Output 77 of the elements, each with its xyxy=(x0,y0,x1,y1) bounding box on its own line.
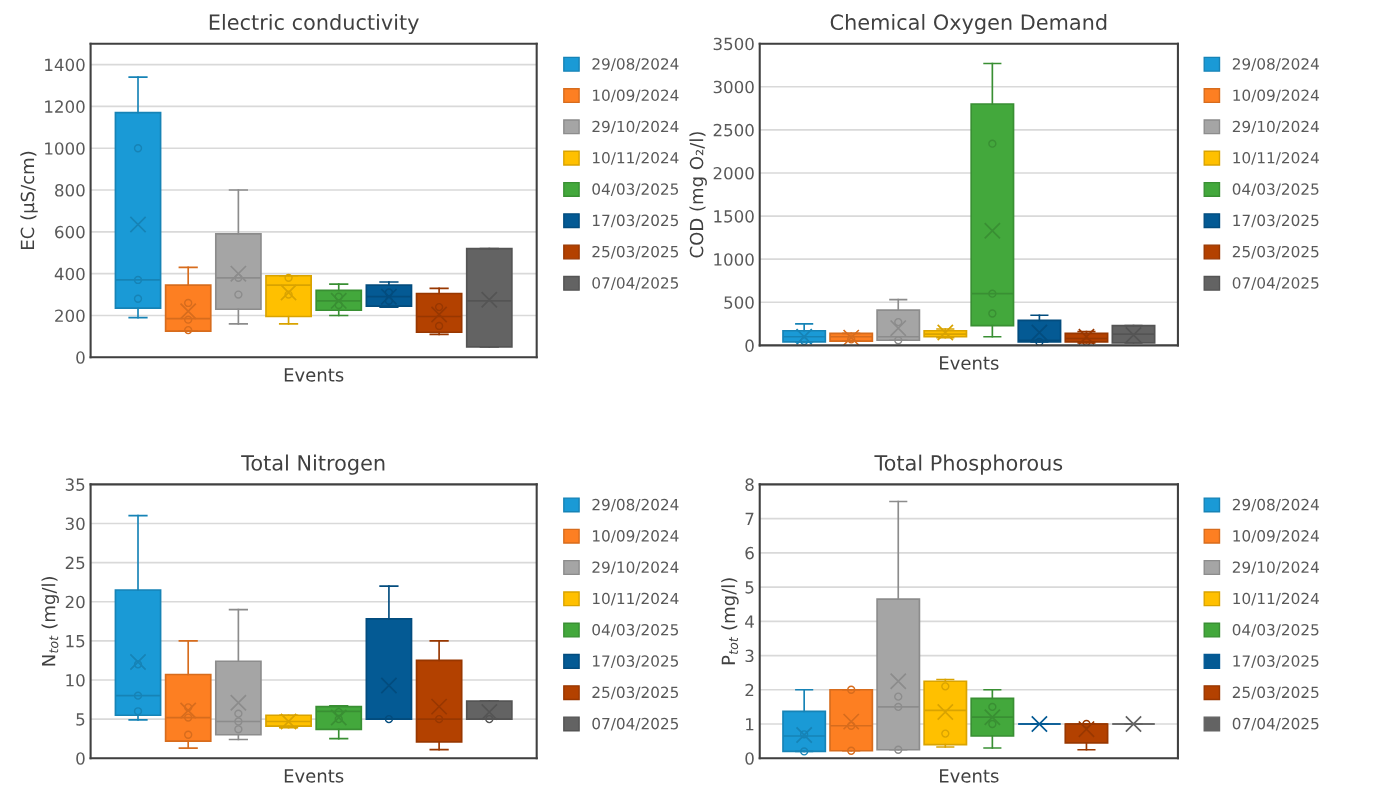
y-tick-label: 35 xyxy=(65,478,85,491)
legend-label: 10/09/2024 xyxy=(1233,530,1319,543)
y-tick-label: 600 xyxy=(55,225,85,239)
y-tick-label: 1 xyxy=(746,718,754,731)
legend-label: 17/03/2025 xyxy=(593,214,679,228)
chart-title: Chemical Oxygen Demand xyxy=(830,13,1107,35)
y-tick-label: 400 xyxy=(54,267,85,281)
y-tick-label: 500 xyxy=(724,296,754,309)
y-tick-label: 30 xyxy=(65,517,85,531)
legend-label: 29/10/2024 xyxy=(1232,120,1319,134)
legend-label: 10/09/2024 xyxy=(593,530,679,543)
legend-label: 29/08/2024 xyxy=(1232,58,1319,71)
x-axis-title: Events xyxy=(940,356,999,370)
y-tick-label: 2000 xyxy=(713,166,754,180)
legend-label: 29/08/2024 xyxy=(1232,498,1319,512)
y-axis-title: COD (mg O₂/l) xyxy=(689,132,707,258)
y-tick-label: 8 xyxy=(745,478,754,491)
x-axis-title: Events xyxy=(284,769,344,783)
y-tick-label: 1000 xyxy=(45,142,85,155)
legend-label: 29/10/2024 xyxy=(592,120,679,134)
legend-label: 25/03/2025 xyxy=(592,245,679,259)
legend-label: 07/04/2025 xyxy=(592,277,679,290)
legend-label: 04/03/2025 xyxy=(1232,623,1319,637)
y-tick-label: 1400 xyxy=(45,58,85,72)
legend-label: 29/10/2024 xyxy=(592,561,679,575)
y-axis-title: N$_{tot}$ (mg/l) xyxy=(41,577,59,666)
legend-label: 29/08/2024 xyxy=(592,498,679,512)
y-tick-label: 10 xyxy=(66,673,85,687)
legend-label: 25/03/2025 xyxy=(1232,686,1319,700)
y-tick-label: 20 xyxy=(65,595,85,609)
y-tick-label: 5 xyxy=(76,713,85,726)
y-tick-label: 800 xyxy=(55,183,85,197)
y-tick-label: 2500 xyxy=(713,123,754,137)
legend-label: 29/08/2024 xyxy=(592,58,679,71)
legend-label: 07/04/2025 xyxy=(592,717,679,731)
legend-label: 07/04/2025 xyxy=(1232,277,1319,290)
y-tick-label: 3 xyxy=(745,649,754,663)
legend-label: 25/03/2025 xyxy=(592,686,679,700)
y-tick-label: 200 xyxy=(55,309,85,323)
legend-label: 04/03/2025 xyxy=(1232,183,1319,197)
legend-label: 17/03/2025 xyxy=(593,655,679,669)
y-tick-label: 5 xyxy=(745,581,754,594)
legend-label: 29/10/2024 xyxy=(1232,561,1319,575)
legend-label: 10/11/2024 xyxy=(1233,592,1319,606)
y-tick-label: 4 xyxy=(745,615,754,628)
legend-label: 17/03/2025 xyxy=(1233,655,1319,669)
legend-label: 17/03/2025 xyxy=(1233,214,1319,228)
chart-title: Electric conductivity xyxy=(209,13,419,35)
legend-label: 10/11/2024 xyxy=(593,592,679,606)
legend-label: 10/11/2024 xyxy=(593,152,679,165)
y-tick-label: 1500 xyxy=(714,210,754,223)
y-axis-title: EC (µS/cm) xyxy=(20,151,38,249)
y-tick-label: 1200 xyxy=(45,100,85,113)
legend-label: 10/09/2024 xyxy=(1233,89,1319,103)
x-axis-title: Events xyxy=(284,368,344,382)
y-tick-label: 0 xyxy=(745,339,754,352)
y-tick-label: 6 xyxy=(745,546,754,560)
y-axis-title: P$_{tot}$ (mg/l) xyxy=(721,578,739,665)
legend-label: 07/04/2025 xyxy=(1232,717,1319,731)
legend-label: 04/03/2025 xyxy=(592,183,679,197)
legend-label: 04/03/2025 xyxy=(592,623,679,637)
y-tick-label: 3500 xyxy=(713,37,754,51)
y-tick-label: 1000 xyxy=(714,253,754,266)
legend-label: 10/09/2024 xyxy=(593,89,679,103)
y-tick-label: 2 xyxy=(745,683,754,697)
legend-label: 25/03/2025 xyxy=(1232,245,1319,259)
y-tick-label: 3000 xyxy=(713,80,754,94)
x-axis-title: Events xyxy=(940,769,999,783)
y-tick-label: 0 xyxy=(745,752,754,765)
chart-title: Total Nitrogen xyxy=(241,454,385,475)
y-tick-label: 0 xyxy=(76,752,85,765)
legend-label: 10/11/2024 xyxy=(1233,152,1319,165)
y-tick-label: 25 xyxy=(65,556,85,570)
chart-title: Total Phosphorous xyxy=(874,454,1063,475)
y-tick-label: 0 xyxy=(76,351,85,364)
y-tick-label: 15 xyxy=(66,635,85,648)
y-tick-label: 7 xyxy=(745,512,754,525)
